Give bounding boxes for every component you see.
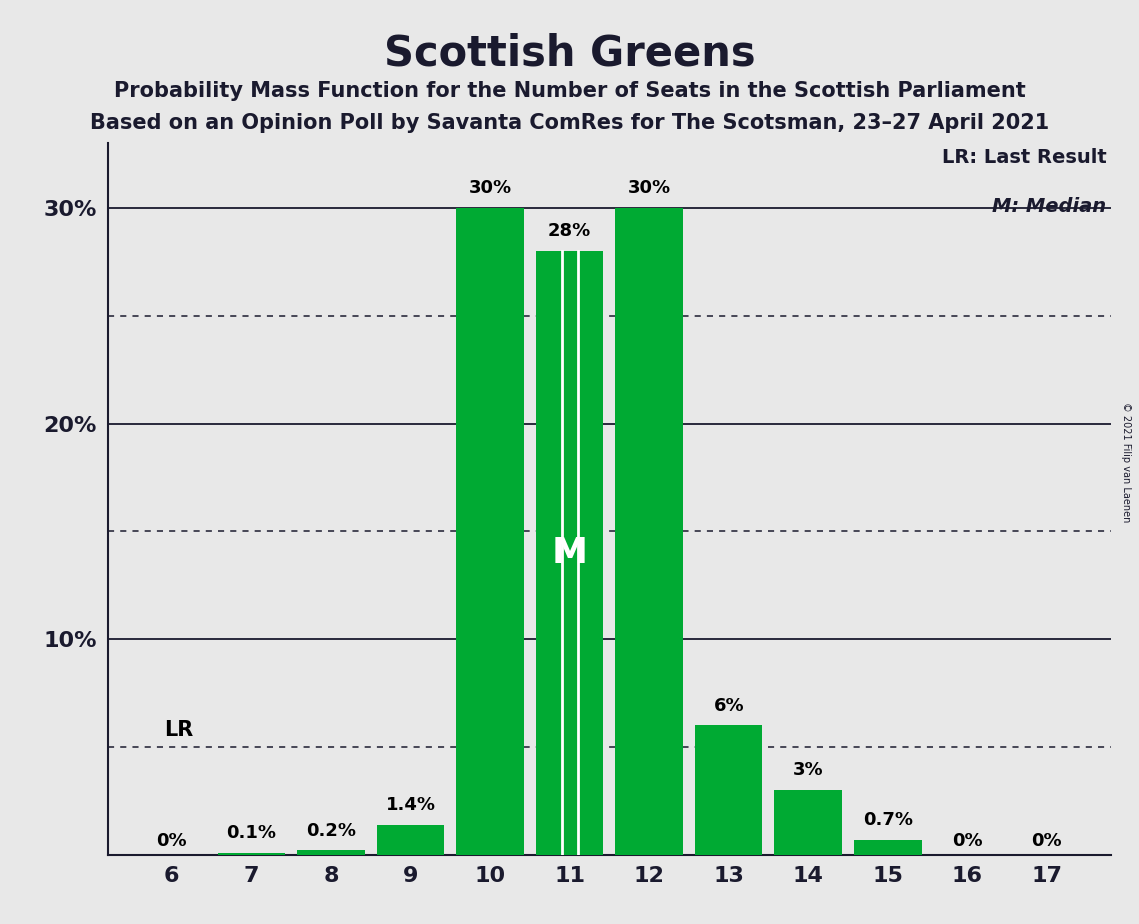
Bar — [377, 824, 444, 855]
Text: 0.1%: 0.1% — [227, 824, 277, 842]
Text: 0.2%: 0.2% — [306, 821, 357, 840]
Text: 0%: 0% — [1032, 833, 1063, 850]
Text: Based on an Opinion Poll by Savanta ComRes for The Scotsman, 23–27 April 2021: Based on an Opinion Poll by Savanta ComR… — [90, 113, 1049, 133]
Text: Scottish Greens: Scottish Greens — [384, 32, 755, 74]
Text: 0.7%: 0.7% — [862, 811, 912, 829]
Text: M: M — [551, 536, 588, 570]
Bar — [775, 790, 842, 855]
Bar — [218, 853, 285, 855]
Text: 6%: 6% — [713, 697, 744, 714]
Bar — [695, 725, 762, 855]
Text: 30%: 30% — [468, 179, 511, 197]
Bar — [297, 850, 364, 855]
Text: 28%: 28% — [548, 223, 591, 240]
Text: 0%: 0% — [156, 833, 187, 850]
Text: M: Median: M: Median — [992, 197, 1107, 216]
Text: 3%: 3% — [793, 761, 823, 779]
Bar — [457, 208, 524, 855]
Text: 1.4%: 1.4% — [385, 796, 435, 814]
Text: LR: LR — [164, 721, 194, 740]
Text: 0%: 0% — [952, 833, 983, 850]
Text: 30%: 30% — [628, 179, 671, 197]
Bar — [535, 251, 604, 855]
Text: LR: Last Result: LR: Last Result — [942, 148, 1107, 166]
Bar — [615, 208, 683, 855]
Text: © 2021 Filip van Laenen: © 2021 Filip van Laenen — [1121, 402, 1131, 522]
Text: Probability Mass Function for the Number of Seats in the Scottish Parliament: Probability Mass Function for the Number… — [114, 81, 1025, 102]
Bar — [854, 840, 921, 855]
